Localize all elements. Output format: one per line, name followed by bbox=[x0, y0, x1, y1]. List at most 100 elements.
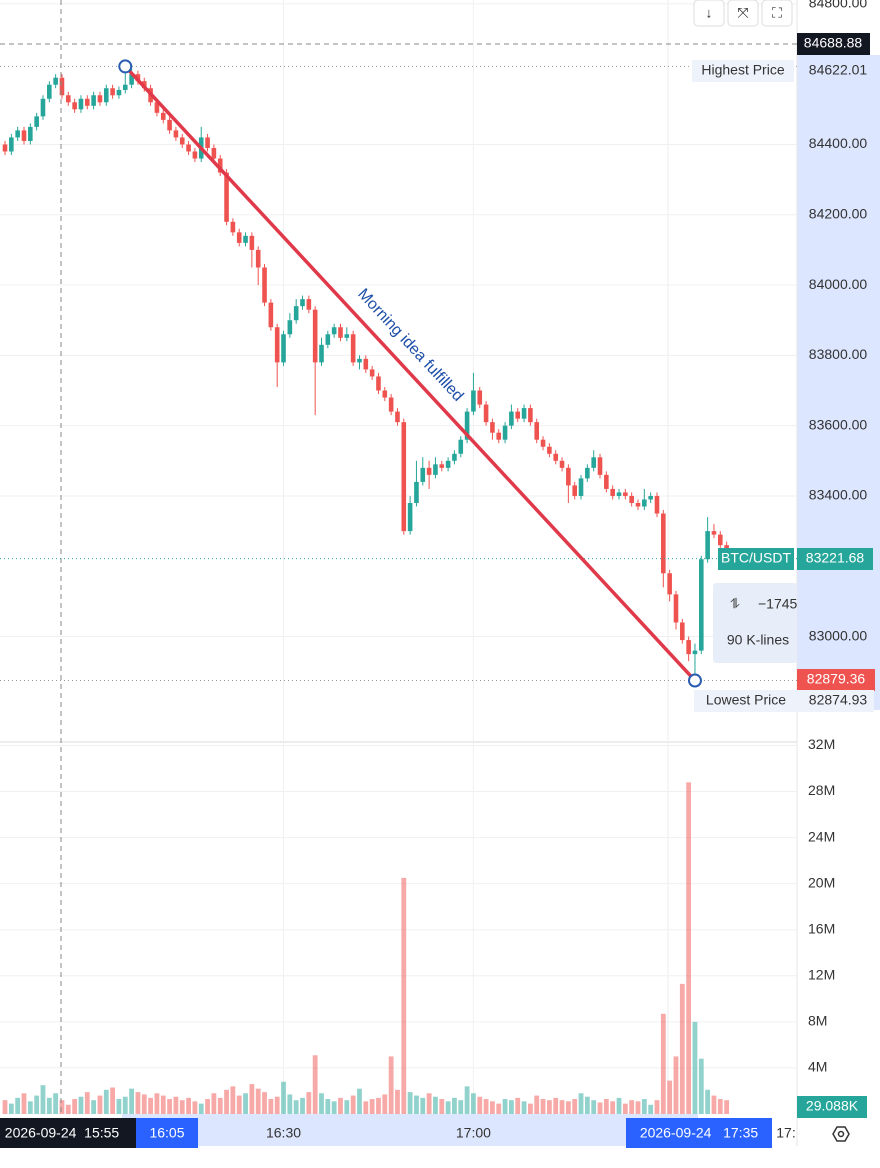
volume-bar bbox=[274, 1096, 280, 1114]
volume-bar bbox=[369, 1099, 375, 1114]
volume-bar bbox=[610, 1101, 616, 1114]
time-cut: 17: bbox=[776, 1125, 795, 1141]
volume-bar bbox=[591, 1100, 597, 1114]
button-icon[interactable]: ⤧ bbox=[737, 5, 748, 21]
candle-body bbox=[623, 492, 628, 496]
y-tick-label: 83800.00 bbox=[809, 346, 868, 362]
volume-bar bbox=[673, 1056, 679, 1114]
volume-bar bbox=[97, 1095, 103, 1114]
volume-bar bbox=[527, 1103, 533, 1114]
candle-body bbox=[255, 249, 261, 268]
volume-bar bbox=[660, 1013, 666, 1114]
settings-icon-dot[interactable] bbox=[837, 1130, 845, 1138]
volume-bar bbox=[439, 1099, 445, 1114]
candle-body bbox=[274, 327, 280, 363]
y-tick-label: 83600.00 bbox=[809, 416, 868, 432]
candle-body bbox=[236, 232, 242, 243]
settings-icon[interactable] bbox=[832, 1126, 850, 1142]
candle-body bbox=[717, 534, 723, 546]
volume-bar bbox=[84, 1092, 90, 1114]
volume-bar bbox=[717, 1099, 723, 1114]
button[interactable] bbox=[693, 0, 725, 27]
highest-label: Highest Price bbox=[701, 62, 784, 78]
volume-bar bbox=[338, 1097, 343, 1114]
candle-body bbox=[654, 495, 660, 514]
volume-bar bbox=[534, 1095, 540, 1114]
y-tick-label: 83400.00 bbox=[809, 487, 868, 503]
volume-bar bbox=[490, 1101, 495, 1114]
volume-bar bbox=[15, 1097, 21, 1114]
time-range-highlight bbox=[122, 1114, 698, 1146]
volume-bar bbox=[306, 1092, 312, 1114]
volume-bar bbox=[603, 1099, 609, 1114]
volume-bar bbox=[458, 1100, 464, 1114]
candle-body bbox=[604, 474, 609, 489]
candle-body bbox=[281, 334, 286, 363]
volume-bar bbox=[167, 1099, 172, 1114]
volume-bar bbox=[597, 1102, 603, 1114]
volume-bar bbox=[243, 1093, 248, 1114]
volume-bar bbox=[667, 1080, 673, 1114]
candle-body bbox=[53, 77, 58, 85]
volume-bar bbox=[148, 1097, 153, 1114]
candle-body bbox=[186, 144, 191, 152]
volume-bar bbox=[502, 1099, 508, 1114]
time-cursor: 2026-09-24 15:55 bbox=[5, 1125, 120, 1141]
candle-body bbox=[534, 422, 540, 440]
candle-body bbox=[616, 492, 622, 496]
crosshair-price: 84688.88 bbox=[804, 35, 863, 51]
candle-body bbox=[363, 358, 369, 370]
volume-bar bbox=[648, 1104, 654, 1114]
candle-body bbox=[192, 151, 198, 159]
volume-bar bbox=[654, 1100, 660, 1114]
candle-body bbox=[66, 95, 71, 103]
candle-body bbox=[414, 481, 419, 503]
candle-body bbox=[673, 594, 679, 623]
volume-bar bbox=[186, 1097, 191, 1114]
candle-body bbox=[572, 485, 577, 496]
candle-body bbox=[9, 137, 14, 152]
symbol: BTC/USDT bbox=[721, 550, 791, 566]
volume-bar bbox=[433, 1096, 438, 1114]
grid bbox=[0, 0, 797, 1114]
low-tag-text: 82879.36 bbox=[807, 671, 866, 687]
measure-box bbox=[713, 583, 797, 663]
button-icon[interactable]: ↓ bbox=[706, 5, 713, 21]
candle-body bbox=[116, 89, 122, 96]
annotation: Morning idea fulfilled bbox=[354, 286, 466, 405]
range-start-tag bbox=[136, 1118, 198, 1148]
volume-bar bbox=[414, 1095, 419, 1114]
volume-bar bbox=[300, 1097, 305, 1114]
candle-body bbox=[395, 411, 400, 423]
x-tick-label: 17:00 bbox=[456, 1125, 491, 1141]
candle-body bbox=[591, 457, 596, 468]
last-price: 83221.68 bbox=[806, 550, 865, 566]
candle-body bbox=[217, 158, 223, 173]
candle-body bbox=[97, 95, 103, 103]
y2-tick-label: 8M bbox=[808, 1013, 827, 1029]
volume-bar bbox=[8, 1103, 14, 1114]
candle-body bbox=[553, 453, 559, 461]
candle-body bbox=[547, 446, 552, 454]
volume-bar bbox=[205, 1099, 210, 1114]
price-range-highlight bbox=[797, 55, 880, 710]
candle-body bbox=[452, 453, 457, 461]
button[interactable] bbox=[761, 0, 793, 27]
candle-body bbox=[648, 495, 653, 500]
candle-body bbox=[382, 390, 388, 398]
button[interactable] bbox=[727, 0, 759, 27]
volume-bar bbox=[40, 1085, 46, 1114]
volume-bar bbox=[122, 1096, 128, 1114]
y2-tick-label: 20M bbox=[808, 874, 835, 890]
volume-bar bbox=[363, 1101, 369, 1114]
candle-body bbox=[230, 221, 236, 233]
volume-bar bbox=[350, 1095, 356, 1114]
candle-body bbox=[179, 137, 185, 145]
button-icon[interactable]: ⛶ bbox=[772, 5, 782, 21]
candle-body bbox=[540, 439, 546, 447]
volume-bar bbox=[217, 1097, 223, 1114]
volume-bar bbox=[53, 1093, 59, 1114]
volume-bar bbox=[686, 782, 692, 1114]
candle-body bbox=[21, 130, 27, 141]
volume-bar bbox=[331, 1101, 337, 1114]
